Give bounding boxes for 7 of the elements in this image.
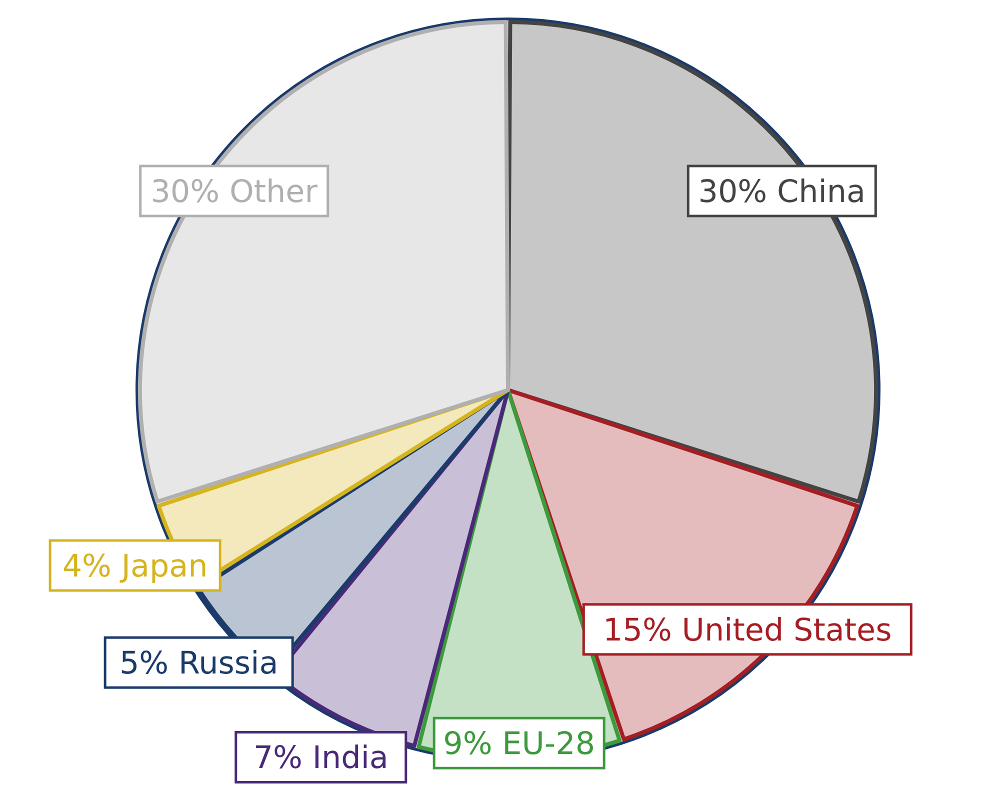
slice-label: 7% India xyxy=(253,740,388,776)
slice-label: 5% Russia xyxy=(119,646,278,682)
slice-label: 15% United States xyxy=(603,612,892,648)
slice-label: 9% EU-28 xyxy=(443,726,596,762)
slice-label: 4% Japan xyxy=(62,548,208,584)
slice-label: 30% Other xyxy=(150,174,318,210)
slice-label: 30% China xyxy=(698,174,866,210)
